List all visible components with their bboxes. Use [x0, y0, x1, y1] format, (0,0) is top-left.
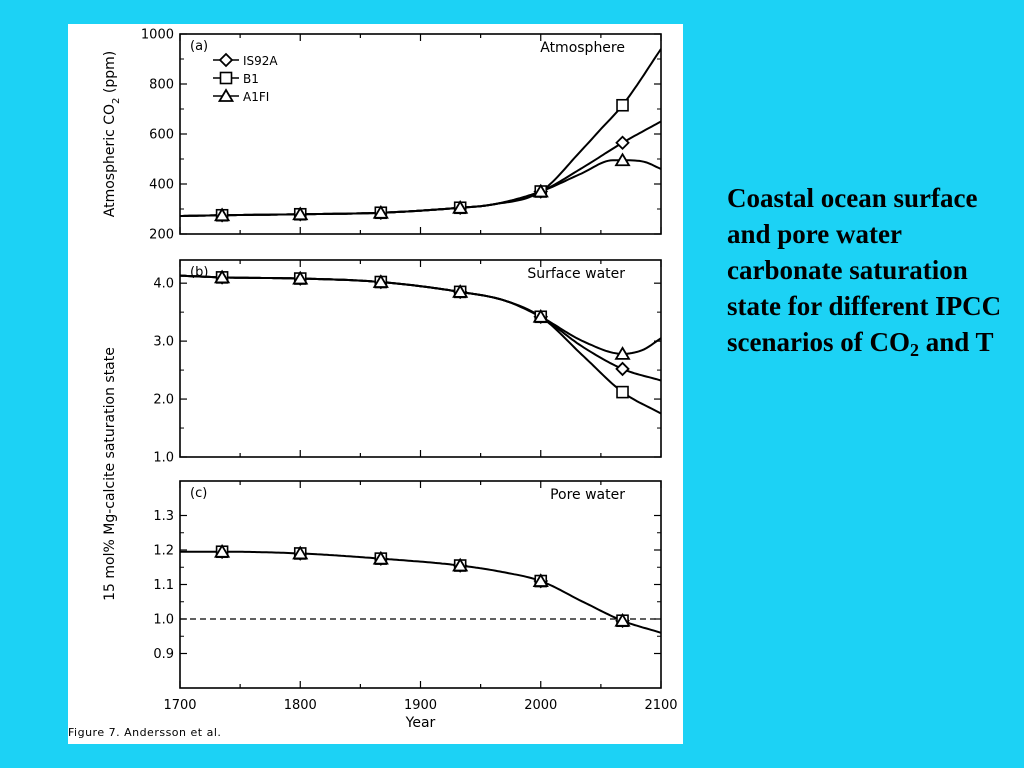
data-point-triangle: [372, 550, 389, 565]
y-tick-label: 600: [149, 128, 174, 143]
x-axis-title: Year: [405, 715, 436, 731]
series-line-is92a: [180, 274, 661, 382]
data-point-triangle: [614, 612, 631, 627]
chart-panel-3: 0.9 1.0 1.1 1.2 1.3 (c) Pore water 1700 1800 1900…: [153, 480, 678, 731]
data-point-triangle: [372, 274, 389, 288]
slide-title-subscript: 2: [909, 340, 919, 360]
data-point-triangle: [214, 543, 231, 558]
data-point-square: [616, 385, 629, 399]
legend-label: B1: [243, 72, 259, 86]
data-point-triangle: [532, 309, 549, 323]
y-tick-label: 1.1: [153, 578, 174, 593]
data-point-triangle: [614, 346, 631, 360]
chart-panel-2: 1.02.03.04.0(b) Surface water: [153, 259, 662, 466]
data-point-triangle: [452, 557, 469, 572]
panel-title: Pore water: [550, 487, 625, 503]
data-point-diamond: [615, 135, 630, 151]
data-point-triangle: [614, 152, 631, 167]
legend-marker-square: [219, 71, 233, 85]
y-tick-label: 3.0: [153, 335, 174, 350]
panel-label: (a): [190, 39, 208, 54]
y-tick-label: 1.3: [153, 509, 174, 524]
x-tick-label: 2100: [644, 698, 677, 713]
x-tick-label: 2000: [524, 698, 557, 713]
y-tick-label: 1.0: [153, 613, 174, 628]
series-line-a1fi: [180, 159, 661, 217]
figure-panel: 200 400 600 800 1000 (a) Atmosphere IS92A B1 A1FI…: [68, 24, 683, 744]
plot-frame: [179, 480, 662, 689]
data-point-triangle: [292, 270, 309, 285]
x-tick-label: 1700: [163, 698, 196, 713]
slide-title-end: and T: [918, 327, 994, 357]
panel-title: Atmosphere: [540, 40, 625, 56]
series-line-all-scenarios: [180, 550, 661, 634]
y-tick-label: 0.9: [153, 647, 174, 662]
legend-label: A1FI: [243, 90, 269, 104]
x-tick-label: 1800: [284, 698, 317, 713]
slide-title-main: Coastal ocean surface and pore water car…: [727, 183, 1002, 357]
y-tick-label: 200: [149, 228, 174, 243]
y-tick-label: 2.0: [153, 393, 174, 408]
legend-marker-diamond: [218, 52, 234, 68]
y-tick-label: 400: [149, 178, 174, 193]
data-point-triangle: [532, 573, 549, 587]
data-point-square: [616, 98, 629, 112]
chart-figure: 200 400 600 800 1000 (a) Atmosphere IS92A B1 A1FI…: [102, 28, 678, 732]
data-point-triangle: [292, 206, 309, 221]
panel-title: Surface water: [527, 266, 625, 282]
y-tick-label: 800: [149, 78, 174, 93]
data-point-triangle: [452, 199, 469, 214]
y-tick-label: 1.2: [153, 544, 174, 559]
y-axis-title: Atmospheric CO2 (ppm): [102, 51, 122, 217]
data-point-triangle: [292, 545, 309, 560]
slide-title: Coastal ocean surface and pore water car…: [727, 180, 1017, 360]
x-tick-label: 1900: [404, 698, 437, 713]
legend-marker-triangle: [217, 88, 235, 102]
data-point-diamond: [615, 361, 630, 377]
series-line-a1fi: [180, 274, 661, 355]
shared-y-axis-title: 15 mol% Mg-calcite saturation state: [102, 347, 118, 601]
legend-label: IS92A: [243, 54, 278, 68]
data-point-triangle: [372, 204, 389, 219]
data-point-triangle: [214, 269, 231, 284]
data-point-triangle: [214, 207, 231, 222]
panel-label: (c): [190, 486, 207, 501]
data-point-triangle: [452, 284, 469, 298]
plot-frame: [179, 259, 662, 458]
y-tick-label: 1000: [141, 28, 174, 43]
chart-panel-1: 200 400 600 800 1000 (a) Atmosphere IS92A B1 A1FI: [141, 28, 662, 243]
data-point-triangle: [532, 183, 549, 198]
y-tick-label: 1.0: [153, 451, 174, 466]
y-tick-label: 4.0: [153, 277, 174, 292]
figure-credit: Figure 7. Andersson et al.: [68, 726, 222, 739]
